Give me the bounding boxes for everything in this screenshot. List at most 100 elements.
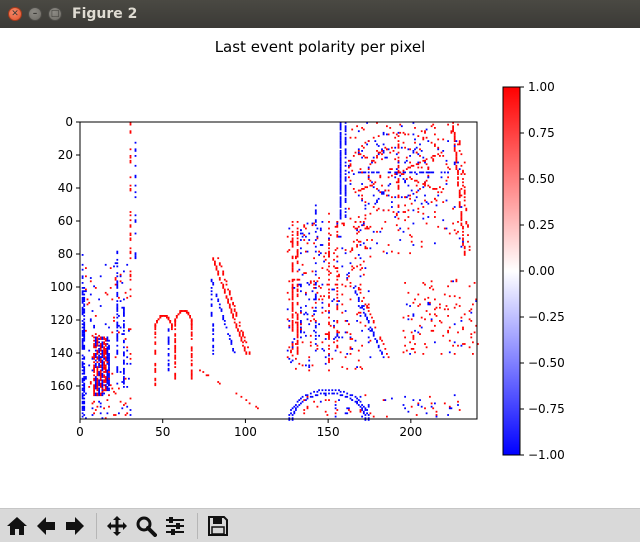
event-pixel — [409, 197, 411, 200]
negative-event-pixel — [134, 232, 137, 235]
event-pixel — [308, 298, 311, 301]
negative-event-pixel — [372, 334, 375, 337]
negative-event-pixel — [314, 293, 317, 296]
negative-event-pixel — [210, 280, 213, 283]
minimize-window-button[interactable]: – — [28, 7, 42, 21]
positive-event-pixel — [103, 343, 105, 345]
positive-event-pixel — [458, 202, 461, 205]
event-pixel — [319, 400, 322, 403]
forward-button[interactable] — [62, 513, 88, 539]
zoom-button[interactable] — [133, 513, 159, 539]
positive-event-pixel — [99, 382, 102, 385]
positive-event-pixel — [190, 354, 193, 357]
event-pixel — [472, 303, 474, 306]
event-pixel — [382, 192, 385, 195]
negative-event-pixel — [81, 275, 84, 278]
negative-event-pixel — [404, 181, 406, 184]
positive-event-pixel — [227, 288, 229, 291]
positive-event-pixel — [463, 196, 466, 199]
positive-event-pixel — [171, 324, 173, 327]
negative-event-pixel — [300, 247, 302, 250]
event-pixel — [91, 369, 94, 372]
positive-event-pixel — [357, 153, 360, 156]
positive-event-pixel — [328, 239, 330, 241]
event-pixel — [417, 404, 420, 406]
event-pixel — [362, 273, 365, 276]
event-pixel — [377, 153, 380, 156]
positive-event-pixel — [465, 222, 468, 225]
positive-event-pixel — [415, 179, 418, 182]
positive-event-pixel — [232, 301, 234, 304]
event-pixel — [129, 357, 132, 360]
event-pixel — [468, 318, 471, 321]
negative-event-pixel — [314, 239, 317, 241]
event-pixel — [387, 244, 390, 246]
back-button[interactable] — [33, 513, 59, 539]
maximize-window-button[interactable]: □ — [48, 7, 62, 21]
event-pixel — [417, 207, 420, 210]
event-pixel — [85, 329, 87, 332]
positive-event-pixel — [457, 184, 459, 187]
negative-event-pixel — [94, 349, 97, 352]
y-tick-label: 20 — [58, 148, 73, 162]
positive-event-pixel — [248, 402, 251, 405]
positive-event-pixel — [296, 283, 299, 286]
configure-subplots-button[interactable] — [162, 513, 188, 539]
negative-event-pixel — [98, 366, 100, 368]
event-pixel — [391, 146, 393, 149]
event-pixel — [443, 308, 446, 311]
negative-event-pixel — [83, 409, 86, 411]
positive-event-pixel — [405, 168, 408, 170]
negative-event-pixel — [101, 382, 104, 385]
event-pixel — [93, 400, 95, 403]
event-pixel — [429, 395, 431, 398]
negative-event-pixel — [106, 356, 109, 359]
arrow-left-icon — [37, 517, 55, 535]
event-pixel — [455, 278, 458, 281]
positive-event-pixel — [453, 148, 456, 151]
event-pixel — [357, 194, 360, 197]
negative-event-pixel — [106, 357, 109, 360]
event-pixel — [336, 222, 339, 225]
positive-event-pixel — [359, 189, 362, 192]
negative-event-pixel — [94, 343, 97, 345]
event-pixel — [101, 372, 104, 375]
positive-event-pixel — [247, 346, 249, 349]
event-pixel — [129, 414, 132, 416]
positive-event-pixel — [460, 212, 463, 215]
event-pixel — [85, 275, 87, 278]
event-pixel — [394, 158, 397, 161]
pan-button[interactable] — [104, 513, 130, 539]
event-pixel — [351, 265, 354, 268]
save-button[interactable] — [205, 513, 231, 539]
event-pixel — [399, 131, 402, 134]
event-pixel — [475, 300, 478, 302]
event-pixel — [96, 394, 99, 397]
positive-event-pixel — [397, 184, 400, 187]
sliders-icon — [166, 517, 184, 535]
event-pixel — [414, 343, 416, 345]
home-button[interactable] — [4, 513, 30, 539]
close-window-button[interactable]: ✕ — [8, 7, 22, 21]
event-pixel — [362, 224, 365, 227]
event-pixel — [415, 414, 418, 416]
negative-event-pixel — [81, 306, 84, 309]
negative-event-pixel — [134, 219, 137, 222]
event-pixel — [386, 415, 388, 418]
colorbar-tick-label: 0.25 — [528, 218, 555, 232]
negative-event-pixel — [83, 326, 86, 329]
negative-event-pixel — [98, 338, 100, 340]
positive-event-pixel — [190, 372, 193, 375]
event-pixel — [286, 291, 289, 294]
negative-event-pixel — [123, 329, 125, 332]
positive-event-pixel — [154, 326, 157, 329]
positive-event-pixel — [96, 356, 99, 359]
event-pixel — [301, 232, 304, 235]
event-pixel — [124, 338, 127, 340]
event-pixel — [458, 150, 461, 152]
negative-event-pixel — [81, 344, 84, 347]
negative-event-pixel — [291, 417, 294, 420]
positive-event-pixel — [103, 351, 105, 354]
positive-event-pixel — [463, 199, 466, 202]
